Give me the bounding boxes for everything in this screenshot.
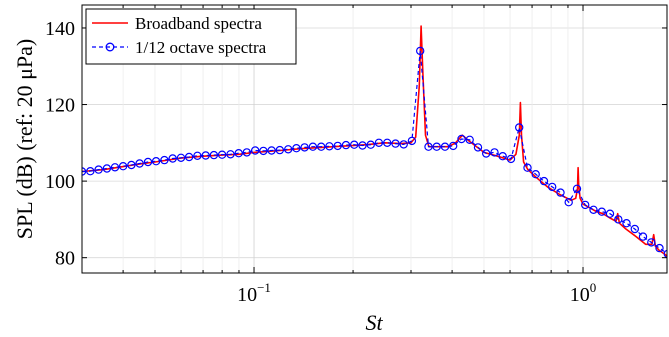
octave-point — [638, 232, 648, 241]
octave-point — [564, 197, 573, 207]
octave-point — [118, 161, 128, 171]
octave-point — [416, 46, 425, 56]
series-line-octave — [82, 50, 667, 255]
octave-point — [647, 238, 656, 247]
plot-frame — [81, 4, 668, 274]
octave-point — [226, 150, 235, 159]
octave-point — [325, 142, 334, 151]
octave-point — [498, 151, 507, 161]
octave-point — [548, 182, 557, 192]
octave-point — [523, 163, 532, 172]
octave-point — [572, 184, 582, 193]
octave-point — [127, 160, 136, 170]
octave-point — [473, 143, 483, 152]
octave-point — [399, 140, 408, 149]
y-tick-label: 140 — [45, 18, 75, 40]
octave-point — [605, 209, 615, 218]
octave-point — [556, 188, 565, 197]
octave-point — [482, 149, 491, 158]
octave-point — [217, 150, 227, 159]
octave-point — [539, 176, 549, 186]
legend-label-broadband: Broadband spectra — [135, 14, 262, 33]
y-tick-labels: 80 100 120 140 — [45, 18, 75, 270]
octave-point — [168, 154, 177, 163]
octave-point — [143, 157, 153, 167]
octave-point — [391, 139, 400, 148]
octave-point — [284, 145, 293, 154]
octave-point — [597, 207, 607, 216]
octave-point — [242, 148, 251, 157]
series-layer — [82, 25, 667, 259]
octave-point — [292, 143, 301, 153]
octave-point — [515, 123, 524, 132]
octave-point — [440, 142, 450, 151]
octave-point — [465, 135, 474, 144]
octave-point — [366, 140, 375, 149]
octave-point — [209, 150, 219, 160]
legend-box — [85, 8, 297, 65]
y-tick-label: 80 — [55, 248, 75, 270]
octave-point — [622, 218, 631, 228]
octave-point — [300, 143, 309, 152]
octave-point — [94, 165, 103, 174]
octave-point — [102, 164, 112, 173]
octave-point — [407, 136, 417, 146]
octave-point — [110, 163, 120, 172]
octave-point — [432, 142, 441, 151]
x-tick-labels: 10−1 100 — [237, 280, 596, 306]
octave-point — [259, 146, 268, 156]
octave-point — [317, 142, 326, 151]
octave-point — [267, 146, 276, 155]
legend-label-octave: 1/12 octave spectra — [135, 38, 267, 57]
octave-point — [135, 159, 144, 168]
x-tick-label: 10−1 — [237, 280, 271, 306]
octave-point — [424, 142, 433, 151]
octave-point — [457, 134, 466, 144]
octave-point — [630, 224, 640, 234]
y-tick-label: 120 — [45, 95, 75, 117]
octave-point — [234, 148, 243, 158]
x-axis-label: St — [365, 310, 383, 335]
legend: Broadband spectra 1/12 octave spectra — [85, 8, 297, 65]
octave-point — [614, 215, 623, 224]
ticks — [81, 5, 667, 273]
octave-point — [160, 155, 169, 165]
octave-point — [193, 151, 202, 160]
octave-point — [308, 142, 318, 151]
octave-point — [176, 153, 186, 162]
octave-point — [374, 138, 384, 147]
octave-point — [184, 152, 194, 162]
octave-point — [531, 169, 540, 179]
y-tick-label: 100 — [45, 171, 75, 193]
octave-point — [333, 141, 342, 151]
octave-point — [86, 166, 95, 176]
octave-point — [449, 141, 458, 151]
octave-point — [250, 146, 260, 155]
octave-point — [201, 151, 210, 160]
octave-point — [341, 140, 351, 150]
y-axis-label: SPL (dB) (ref: 20 μPa) — [12, 39, 37, 239]
octave-point — [581, 200, 590, 210]
octave-point — [506, 154, 516, 164]
octave-point — [383, 138, 392, 147]
octave-point — [655, 243, 664, 253]
octave-point — [589, 205, 598, 214]
octave-point — [663, 249, 667, 259]
octave-point — [350, 140, 359, 149]
octave-point — [490, 148, 499, 157]
octave-point — [275, 145, 284, 155]
octave-point — [151, 156, 161, 166]
legend-marker-octave — [105, 42, 115, 52]
x-tick-label: 100 — [570, 280, 597, 306]
octave-point — [358, 141, 367, 150]
